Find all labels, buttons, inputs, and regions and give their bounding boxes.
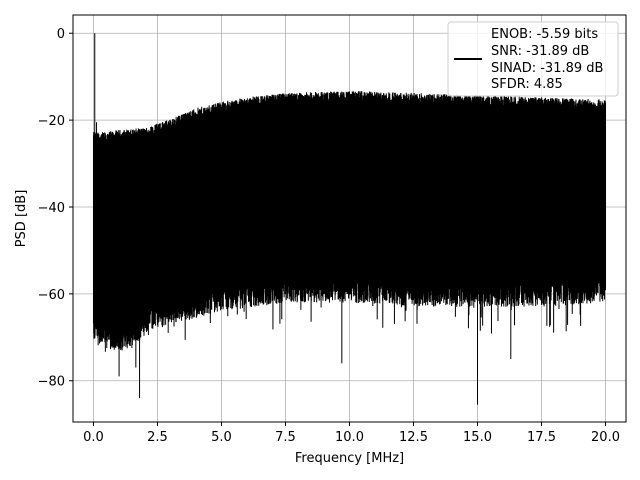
y-tick-label: 0: [57, 27, 65, 42]
legend-box: [447, 21, 619, 97]
y-tick-label: −80: [38, 375, 65, 390]
x-tick-label: 17.5: [527, 430, 556, 445]
y-tick-label: −20: [38, 114, 65, 129]
x-tick-label: 12.5: [399, 430, 428, 445]
y-tick-label: −60: [38, 288, 65, 303]
legend-entry-sfdr: SFDR: 4.85: [491, 77, 563, 92]
x-axis-label: Frequency [MHz]: [295, 451, 404, 466]
psd-series-line: [92, 33, 607, 405]
x-tick-label: 10.0: [335, 430, 364, 445]
y-axis-ticks: 0 −20 −40 −60 −80: [38, 27, 73, 390]
x-tick-label: 7.5: [275, 430, 296, 445]
legend-entry-snr: SNR: -31.89 dB: [491, 44, 589, 59]
y-axis-label: PSD [dB]: [14, 190, 29, 248]
plot-data: [92, 33, 607, 405]
x-tick-label: 15.0: [463, 430, 492, 445]
x-tick-label: 5.0: [211, 430, 232, 445]
x-tick-label: 20.0: [591, 430, 620, 445]
x-tick-label: 0.0: [83, 430, 104, 445]
legend: ENOB: -5.59 bits SNR: -31.89 dB SINAD: -…: [447, 21, 619, 97]
legend-entry-sinad: SINAD: -31.89 dB: [491, 61, 603, 76]
y-tick-label: −40: [38, 201, 65, 216]
legend-entry-enob: ENOB: -5.59 bits: [491, 27, 598, 42]
plot-frame: [72, 14, 627, 423]
x-axis-ticks: 0.0 2.5 5.0 7.5 10.0 12.5 15.0 17.5 20.0: [83, 422, 620, 445]
x-tick-label: 2.5: [147, 430, 168, 445]
